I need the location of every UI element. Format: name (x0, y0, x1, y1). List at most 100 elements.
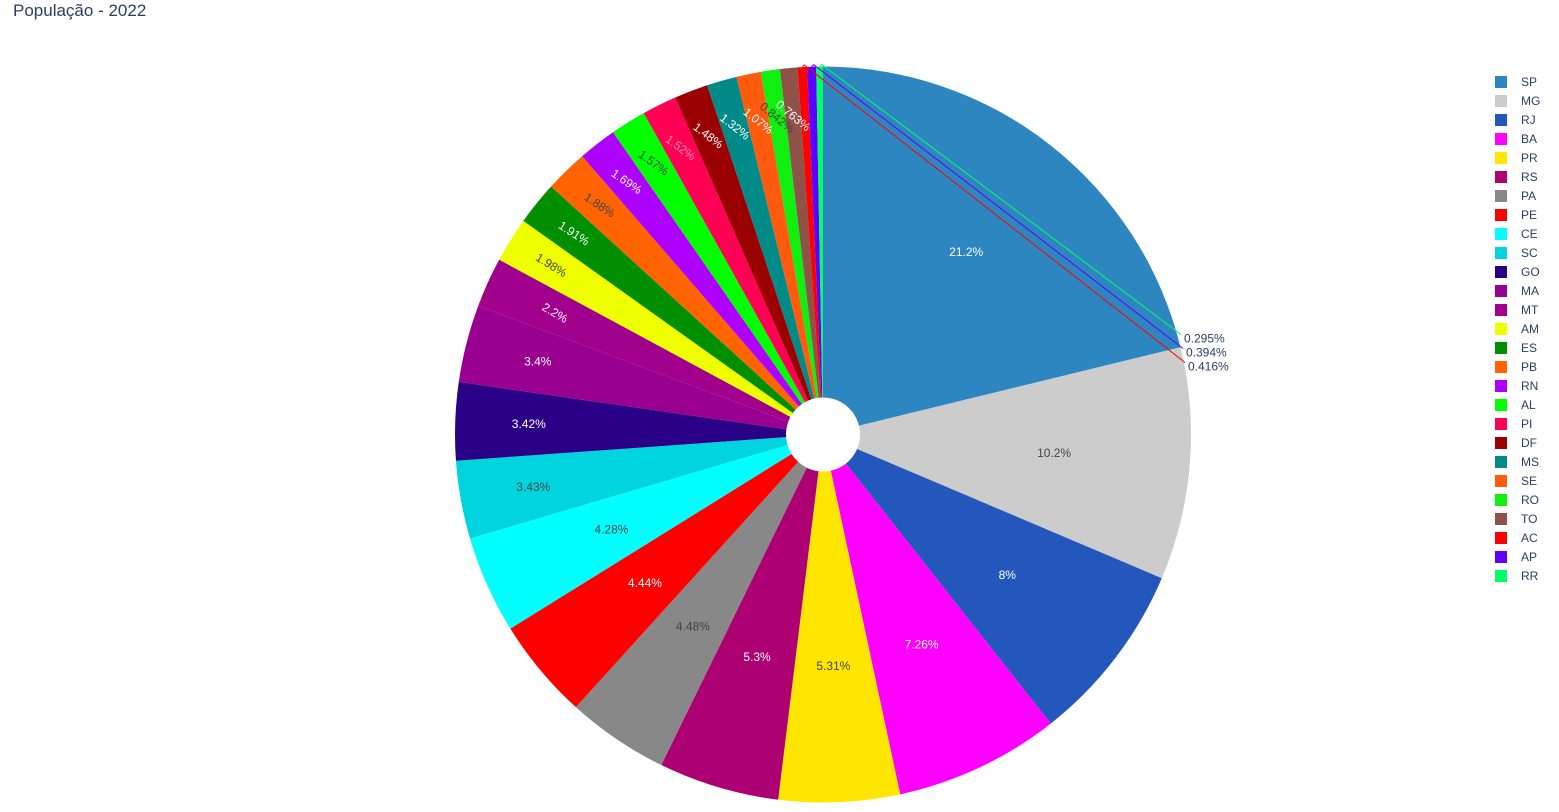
legend-item-rj[interactable]: RJ (1489, 110, 1540, 129)
legend-label: PE (1521, 207, 1538, 222)
legend-item-pi[interactable]: PI (1489, 414, 1540, 433)
legend-item-ro[interactable]: RO (1489, 490, 1540, 509)
slice-label-sc: 3.43% (516, 480, 550, 494)
legend-item-df[interactable]: DF (1489, 433, 1540, 452)
legend-label: SP (1521, 74, 1538, 89)
legend-swatch (1495, 417, 1507, 430)
legend-item-ce[interactable]: CE (1489, 224, 1540, 243)
pie-slice-go[interactable] (454, 381, 787, 461)
legend-label: RR (1521, 568, 1539, 583)
pie-slice-pe[interactable] (510, 454, 799, 708)
slice-label-ma: 3.4% (524, 355, 552, 369)
legend-item-ba[interactable]: BA (1489, 129, 1540, 148)
pie-slice-ma[interactable] (458, 305, 789, 430)
legend-label: MA (1521, 283, 1539, 298)
legend-item-ac[interactable]: AC (1489, 528, 1540, 547)
slice-label-ce: 4.28% (594, 522, 628, 536)
legend-item-ma[interactable]: MA (1489, 281, 1540, 300)
pie-slice-sc[interactable] (455, 437, 788, 539)
legend-label: PR (1521, 150, 1538, 165)
legend-item-mt[interactable]: MT (1489, 300, 1540, 319)
legend-label: SC (1521, 245, 1538, 260)
legend-label: AP (1521, 549, 1538, 564)
leader-line-ac (801, 64, 1186, 363)
legend-swatch (1495, 569, 1507, 582)
pie-slice-ac[interactable] (797, 66, 822, 398)
legend-item-pb[interactable]: PB (1489, 357, 1540, 376)
legend-swatch (1495, 170, 1507, 183)
pie-slice-mg[interactable] (857, 347, 1191, 579)
legend-item-am[interactable]: AM (1489, 319, 1540, 338)
pie-slice-rj[interactable] (845, 448, 1162, 724)
legend-item-se[interactable]: SE (1489, 471, 1540, 490)
pie-slice-es[interactable] (523, 186, 796, 414)
legend-item-al[interactable]: AL (1489, 395, 1540, 414)
pie-slice-ap[interactable] (807, 66, 823, 398)
pie-slice-pr[interactable] (778, 470, 901, 803)
legend-swatch (1495, 493, 1507, 506)
legend-label: RJ (1521, 112, 1536, 127)
legend-label: MG (1521, 93, 1541, 108)
pie-slice-rr[interactable] (816, 66, 823, 398)
pie-slice-rs[interactable] (661, 467, 819, 800)
pie-slice-pb[interactable] (551, 156, 799, 410)
legend-label: PI (1521, 416, 1533, 431)
legend-label: RN (1521, 378, 1539, 393)
pie-slice-ba[interactable] (830, 463, 1051, 795)
pie-slice-to[interactable] (779, 67, 821, 398)
legend-label: AL (1521, 397, 1536, 412)
legend-label: CE (1521, 226, 1538, 241)
pie-slice-pa[interactable] (575, 461, 807, 766)
legend-swatch (1495, 113, 1507, 126)
legend-item-rn[interactable]: RN (1489, 376, 1540, 395)
legend-item-pe[interactable]: PE (1489, 205, 1540, 224)
pie-slice-ce[interactable] (470, 444, 792, 629)
slice-label-go: 3.42% (512, 417, 546, 431)
legend-swatch (1495, 436, 1507, 449)
legend-swatch (1495, 265, 1507, 278)
legend-label: AC (1521, 530, 1538, 545)
legend-label: DF (1521, 435, 1537, 450)
legend-swatch (1495, 75, 1507, 88)
legend-swatch (1495, 512, 1507, 525)
pie-slice-df[interactable] (675, 85, 812, 401)
legend-swatch (1495, 227, 1507, 240)
legend-swatch (1495, 322, 1507, 335)
legend-swatch (1495, 360, 1507, 373)
pie-slice-al[interactable] (613, 113, 805, 405)
legend-label: SE (1521, 473, 1538, 488)
legend-item-sc[interactable]: SC (1489, 243, 1540, 262)
legend-swatch (1495, 303, 1507, 316)
slice-label-pa: 4.48% (676, 619, 710, 633)
legend-item-go[interactable]: GO (1489, 262, 1540, 281)
pie-slice-am[interactable] (499, 220, 793, 417)
legend-swatch (1495, 246, 1507, 259)
legend-label: ES (1521, 340, 1538, 355)
pie-slice-sp[interactable] (823, 66, 1181, 426)
pie-slice-rn[interactable] (582, 132, 802, 407)
slice-label-rs: 5.3% (743, 650, 771, 664)
pie-slice-pi[interactable] (643, 97, 809, 403)
pie-slice-ro[interactable] (760, 69, 819, 399)
legend-item-rr[interactable]: RR (1489, 566, 1540, 585)
slice-label-mg: 10.2% (1037, 446, 1071, 460)
legend-item-mg[interactable]: MG (1489, 91, 1540, 110)
legend-swatch (1495, 455, 1507, 468)
slice-label-ap: 0.394% (1186, 346, 1227, 360)
legend-item-rs[interactable]: RS (1489, 167, 1540, 186)
legend-item-ms[interactable]: MS (1489, 452, 1540, 471)
legend-item-pa[interactable]: PA (1489, 186, 1540, 205)
legend-item-to[interactable]: TO (1489, 509, 1540, 528)
legend-label: MT (1521, 302, 1539, 317)
legend-item-pr[interactable]: PR (1489, 148, 1540, 167)
pie-slice-mt[interactable] (478, 259, 791, 422)
legend-item-sp[interactable]: SP (1489, 72, 1540, 91)
slice-label-pe: 4.44% (628, 576, 662, 590)
pie-slice-se[interactable] (736, 71, 817, 399)
legend-item-es[interactable]: ES (1489, 338, 1540, 357)
pie-slice-ms[interactable] (707, 76, 815, 400)
legend: SP MG RJ BA PR RS PA PE CE SC GO MA MT AM ES PB RN AL PI DF… (1489, 72, 1540, 585)
legend-item-ap[interactable]: AP (1489, 547, 1540, 566)
legend-label: PB (1521, 359, 1538, 374)
